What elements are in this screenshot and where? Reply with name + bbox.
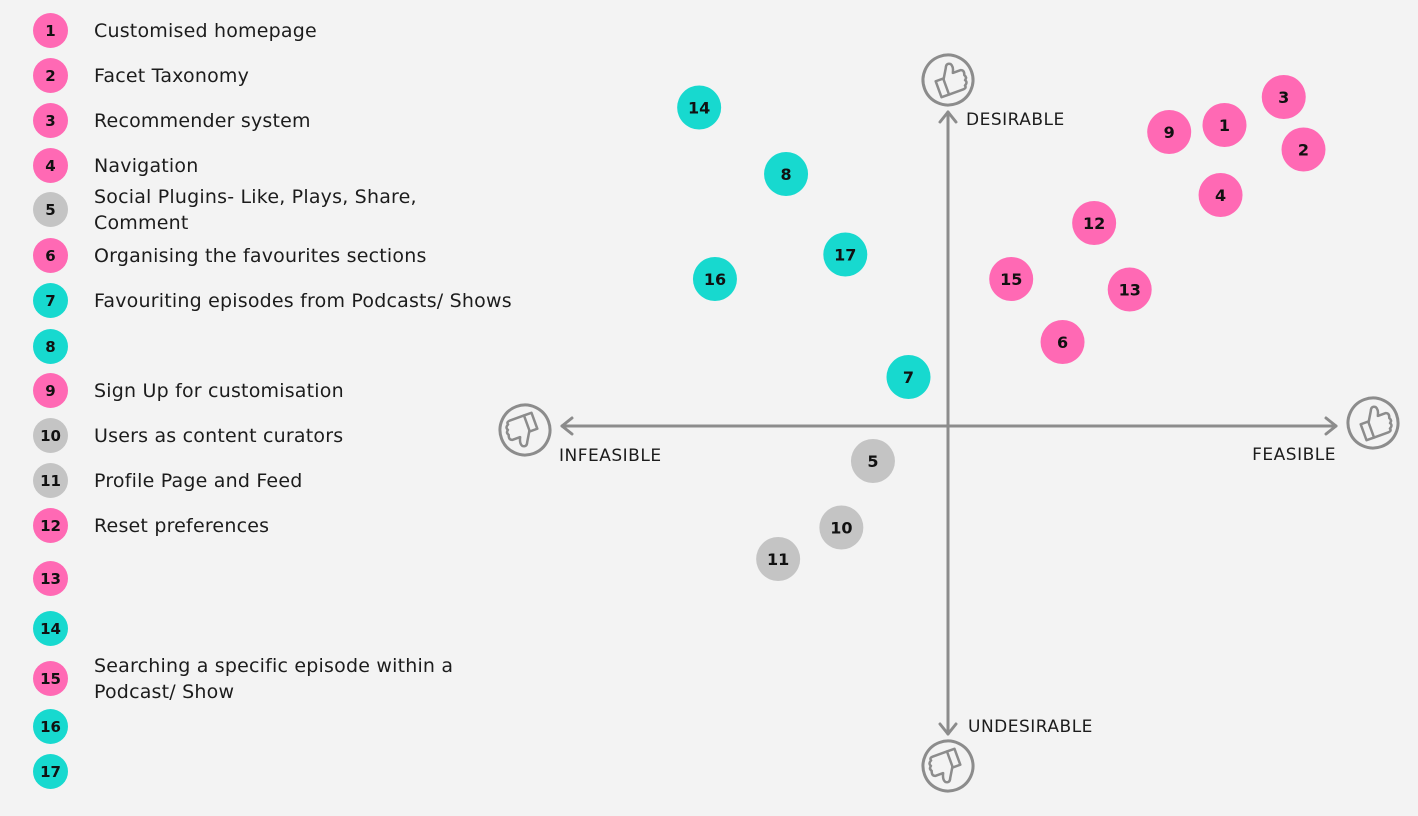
data-point-label: 4 — [1215, 186, 1226, 205]
axis-label-undesirable: UNDESIRABLE — [968, 717, 1093, 737]
data-point: 2 — [1281, 127, 1326, 172]
legend-number-badge: 5 — [33, 192, 68, 227]
thumbs-up-icon — [914, 46, 982, 114]
data-point: 16 — [692, 257, 737, 301]
data-point: 1 — [1202, 103, 1247, 147]
data-point: 6 — [1040, 320, 1085, 364]
legend-number-badge: 8 — [33, 329, 68, 364]
thumbs-up-icon — [1339, 389, 1407, 457]
legend-number-badge: 13 — [33, 561, 68, 596]
data-point-label: 16 — [704, 270, 726, 289]
legend-number-badge: 11 — [33, 463, 68, 498]
data-point-circle — [989, 257, 1034, 301]
data-point-circle — [819, 505, 864, 550]
legend-number-badge: 4 — [33, 148, 68, 183]
legend-number-badge: 15 — [33, 661, 68, 696]
legend-number-badge: 3 — [33, 103, 68, 138]
legend-number-badge: 2 — [33, 58, 68, 93]
legend-label: Navigation — [94, 155, 199, 177]
data-point: 9 — [1147, 110, 1192, 154]
data-point-label: 11 — [767, 550, 789, 569]
legend-label: Customised homepage — [94, 20, 317, 42]
axis-label-desirable: DESIRABLE — [966, 110, 1065, 130]
data-point-circle — [1107, 267, 1152, 312]
data-point-circle — [764, 152, 809, 196]
thumbs-down-icon — [914, 732, 982, 800]
data-point-label: 12 — [1083, 214, 1105, 233]
data-point-label: 14 — [688, 99, 710, 118]
arrowhead-right — [1324, 416, 1338, 436]
data-point-circle — [1198, 173, 1243, 217]
data-point: 14 — [677, 85, 722, 130]
data-point: 15 — [989, 257, 1034, 301]
legend-number-badge: 1 — [33, 13, 68, 48]
axis-lines — [560, 110, 1338, 736]
data-point-circle — [1261, 75, 1306, 119]
data-point-label: 1 — [1219, 116, 1230, 135]
axis-label-infeasible: INFEASIBLE — [559, 446, 662, 466]
legend-label: Social Plugins- Like, Plays, Share, Comm… — [94, 186, 417, 234]
legend-number-badge: 7 — [33, 283, 68, 318]
data-point: 4 — [1198, 173, 1243, 217]
legend-number-badge: 6 — [33, 238, 68, 273]
thumbs-down-icon — [491, 396, 559, 464]
legend-number-badge: 14 — [33, 611, 68, 646]
data-point-label: 15 — [1000, 270, 1022, 289]
data-point: 5 — [850, 439, 895, 483]
data-point-label: 5 — [867, 452, 878, 471]
data-point-label: 10 — [830, 519, 852, 538]
data-point-circle — [1147, 110, 1192, 154]
legend-label: Profile Page and Feed — [94, 470, 303, 492]
data-point: 11 — [756, 537, 801, 581]
data-point: 3 — [1261, 75, 1306, 119]
data-point-label: 6 — [1057, 333, 1068, 352]
legend-label: Searching a specific episode within a Po… — [94, 655, 454, 703]
legend-number-badge: 12 — [33, 508, 68, 543]
arrowhead-up — [938, 110, 958, 124]
legend-number-badge: 9 — [33, 373, 68, 408]
data-point-circle — [692, 257, 737, 301]
data-point-circle — [823, 232, 868, 277]
legend-number-badge: 16 — [33, 709, 68, 744]
data-point-circle — [886, 355, 931, 399]
data-point: 8 — [764, 152, 809, 196]
arrowhead-down — [938, 722, 958, 736]
legend-label: Sign Up for customisation — [94, 380, 344, 402]
data-point-circle — [1040, 320, 1085, 364]
data-point-circle — [1072, 201, 1117, 245]
legend-label: Organising the favourites sections — [94, 245, 427, 267]
legend-label: Facet Taxonomy — [94, 65, 250, 87]
data-point-circle — [677, 85, 722, 130]
legend-number-badge: 17 — [33, 754, 68, 789]
data-point-circle — [850, 439, 895, 483]
legend-number-badge: 10 — [33, 418, 68, 453]
arrowhead-left — [560, 416, 574, 436]
data-point-circle — [1202, 103, 1247, 147]
data-point: 13 — [1107, 267, 1152, 312]
data-point-label: 17 — [834, 246, 856, 265]
data-point-circle — [1281, 127, 1326, 172]
data-point: 12 — [1072, 201, 1117, 245]
data-point-label: 2 — [1298, 141, 1309, 160]
data-point-label: 8 — [780, 165, 791, 184]
axis-label-feasible: FEASIBLE — [1252, 445, 1336, 465]
legend-label: Recommender system — [94, 110, 311, 132]
legend-label: Reset preferences — [94, 515, 270, 537]
data-point: 17 — [823, 232, 868, 277]
legend-label: Users as content curators — [94, 425, 344, 447]
data-point-label: 3 — [1278, 88, 1289, 107]
data-point: 10 — [819, 505, 864, 550]
data-point-label: 9 — [1164, 123, 1175, 142]
legend-list: 1 Customised homepage 2 Facet Taxonomy 3 Reco… — [0, 0, 560, 816]
legend-label: Favouriting episodes from Podcasts/ Show… — [94, 290, 512, 312]
data-point: 7 — [886, 355, 931, 399]
data-point-label: 13 — [1119, 281, 1141, 300]
data-point-circle — [756, 537, 801, 581]
data-point-label: 7 — [903, 368, 914, 387]
